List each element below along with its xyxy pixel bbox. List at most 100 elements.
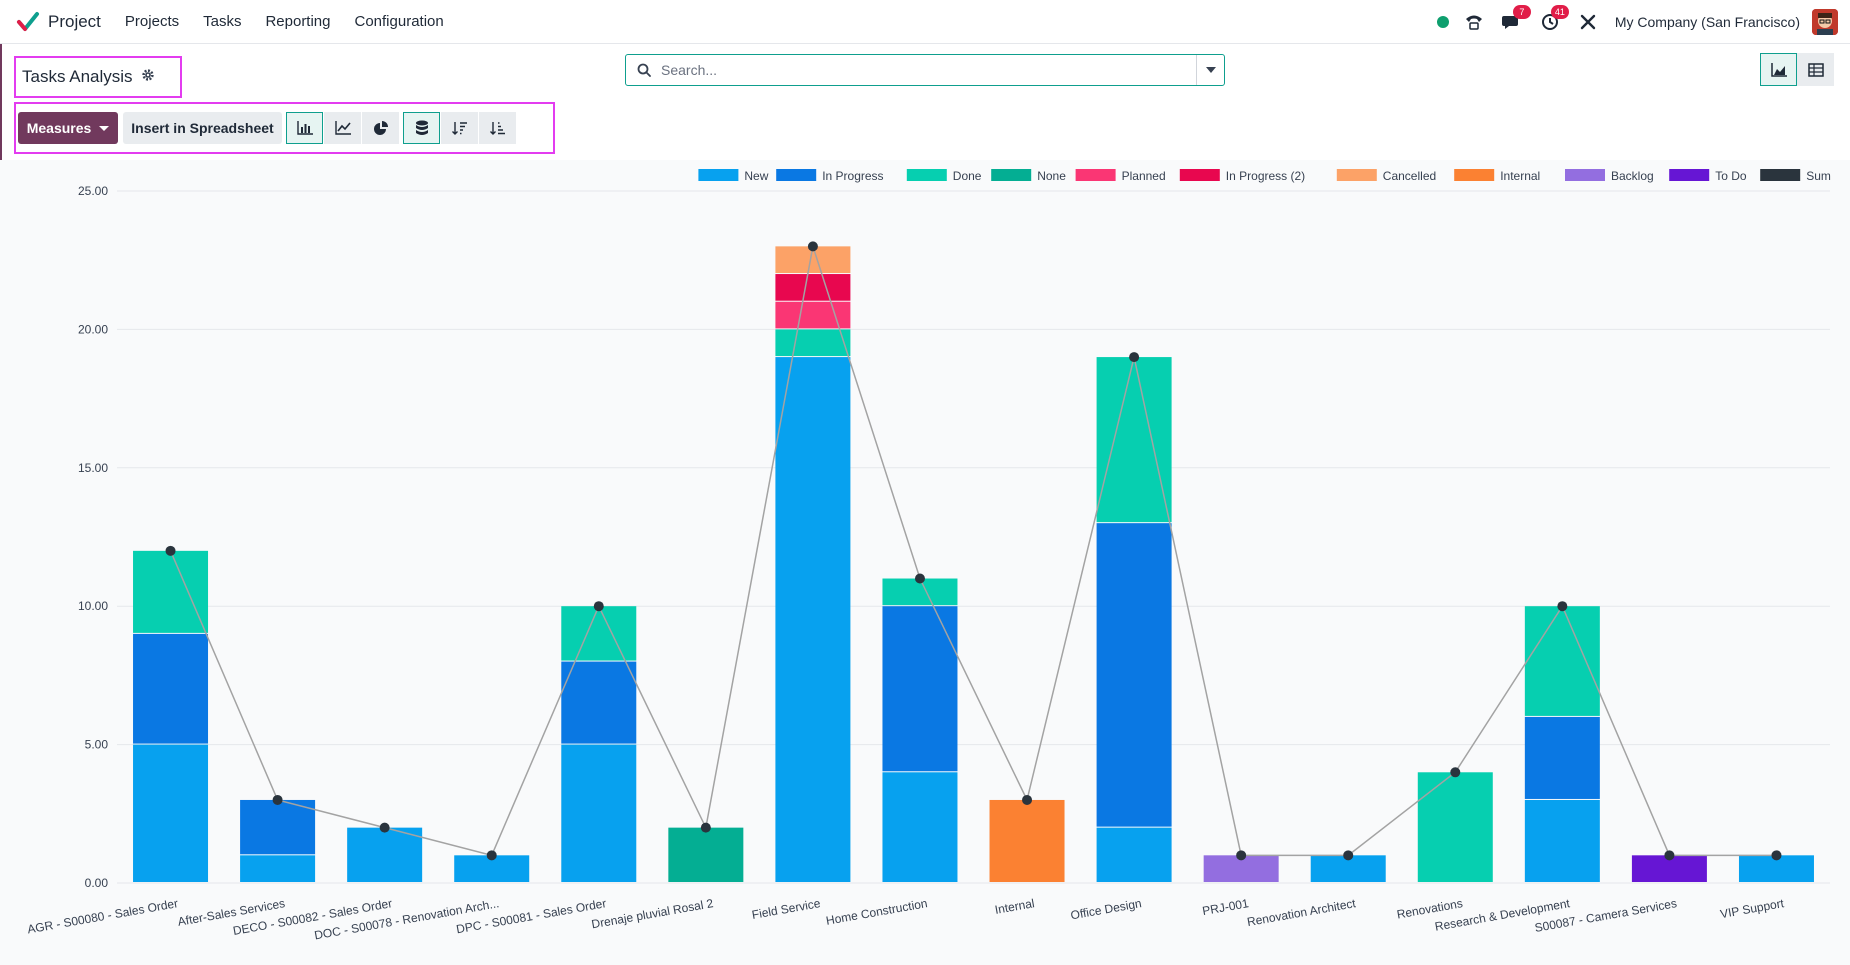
presence-status-icon	[1436, 16, 1449, 28]
sum-data-point	[1343, 850, 1354, 861]
legend-swatch	[906, 169, 947, 181]
activities-badge: 41	[1550, 5, 1569, 19]
legend-swatch	[1336, 169, 1377, 181]
bar-segment	[133, 550, 209, 633]
y-tick-label: 5.00	[85, 738, 109, 752]
search-options-toggle[interactable]	[1196, 55, 1224, 85]
y-tick-label: 20.00	[78, 322, 108, 336]
legend-swatch	[776, 169, 817, 181]
gear-icon[interactable]	[141, 68, 155, 82]
bar-segment	[561, 661, 637, 744]
search-input[interactable]	[659, 61, 1196, 79]
bar-segment	[240, 799, 316, 855]
sum-data-point	[914, 573, 925, 584]
bar-segment	[1096, 827, 1172, 882]
bar-segment	[1524, 606, 1600, 716]
sum-data-point	[807, 241, 818, 252]
sort-ascending-button[interactable]	[479, 112, 516, 144]
sum-data-point	[272, 794, 283, 805]
bar-segment	[1417, 772, 1493, 882]
measures-button[interactable]: Measures	[18, 112, 118, 144]
sum-data-point	[1022, 794, 1033, 805]
bar-segment	[775, 274, 851, 301]
bar-segment	[668, 827, 744, 882]
legend-swatch	[698, 169, 739, 181]
sort-descending-icon	[451, 122, 467, 135]
sum-data-point	[1236, 850, 1247, 861]
legend-label: Cancelled	[1383, 169, 1436, 183]
breadcrumb: Tasks Analysis	[14, 56, 182, 98]
table-icon	[1807, 62, 1824, 77]
top-navbar: Project Projects Tasks Reporting Configu…	[0, 0, 1850, 44]
sum-data-point	[486, 850, 497, 861]
y-tick-label: 15.00	[78, 461, 108, 475]
sum-data-point	[1664, 850, 1675, 861]
sum-data-point	[700, 822, 711, 833]
brand[interactable]: Project	[16, 10, 113, 34]
bar-segment	[561, 744, 637, 882]
legend-swatch	[1075, 169, 1116, 181]
menu-tasks[interactable]: Tasks	[203, 13, 242, 30]
app-name: Project	[48, 11, 101, 31]
sum-series-line	[169, 246, 1777, 857]
chevron-down-icon	[1205, 67, 1216, 73]
graph-view-button[interactable]	[1760, 53, 1797, 86]
company-switcher[interactable]: My Company (San Francisco)	[1614, 14, 1800, 30]
menu-reporting[interactable]: Reporting	[265, 13, 331, 30]
user-avatar[interactable]	[1812, 9, 1838, 35]
activities-clock-icon[interactable]: 41	[1539, 5, 1569, 33]
sort-descending-button[interactable]	[441, 112, 478, 144]
sort-ascending-icon	[489, 122, 505, 135]
x-tick-label: Internal	[994, 896, 1036, 917]
bar-segment	[1096, 357, 1172, 523]
legend-swatch	[1179, 169, 1220, 181]
bar-chart-icon	[296, 121, 313, 135]
debug-tools-icon[interactable]	[1577, 11, 1599, 33]
sum-data-point	[379, 822, 390, 833]
sum-data-point	[593, 601, 604, 612]
bar-segment	[347, 827, 423, 882]
chart-container: 0.00 5.00 10.00 15.00 20.00 25.00 AGR - S00080…	[0, 160, 1850, 965]
line-chart-icon	[334, 121, 351, 135]
bar-segment	[989, 799, 1065, 882]
database-stack-icon	[415, 120, 428, 135]
menu-configuration[interactable]: Configuration	[354, 13, 444, 30]
bar-segment	[775, 301, 851, 329]
bar-segment	[133, 633, 209, 744]
phone-icon[interactable]	[1463, 11, 1485, 33]
legend-label: Internal	[1500, 169, 1540, 183]
legend-label: New	[744, 169, 768, 183]
bar-segment	[775, 329, 851, 357]
legend-label: Sum	[1806, 169, 1831, 183]
legend-label: Done	[953, 169, 982, 183]
pie-chart-button[interactable]	[362, 112, 399, 144]
line-chart-button[interactable]	[324, 112, 361, 144]
legend-swatch	[991, 169, 1032, 181]
insert-spreadsheet-button[interactable]: Insert in Spreadsheet	[123, 112, 282, 144]
legend-swatch	[1760, 169, 1801, 181]
legend-label: Backlog	[1611, 169, 1654, 183]
graph-toolbar	[14, 102, 555, 154]
bar-segment	[133, 744, 209, 882]
sum-data-point	[1771, 850, 1782, 861]
y-tick-label: 0.00	[85, 876, 109, 890]
legend-swatch	[1565, 169, 1605, 181]
stacked-toggle-button[interactable]	[403, 112, 440, 144]
sum-data-point	[1450, 767, 1461, 778]
legend-swatch	[1454, 169, 1495, 181]
view-switcher	[1760, 53, 1834, 86]
bar-segment	[882, 772, 958, 882]
sum-data-point	[1557, 601, 1568, 612]
bar-chart-button[interactable]	[286, 112, 323, 144]
messages-icon[interactable]: 7	[1501, 5, 1531, 33]
y-tick-label: 10.00	[78, 599, 108, 613]
legend-swatch	[1669, 169, 1710, 181]
pivot-view-button[interactable]	[1797, 53, 1834, 86]
page-title: Tasks Analysis	[22, 67, 133, 86]
search-icon	[637, 63, 651, 77]
menu-projects[interactable]: Projects	[124, 13, 180, 30]
bar-segment	[1524, 799, 1600, 882]
project-app-icon	[17, 11, 39, 31]
y-tick-label: 25.00	[78, 184, 108, 198]
bar-segment	[775, 357, 851, 882]
